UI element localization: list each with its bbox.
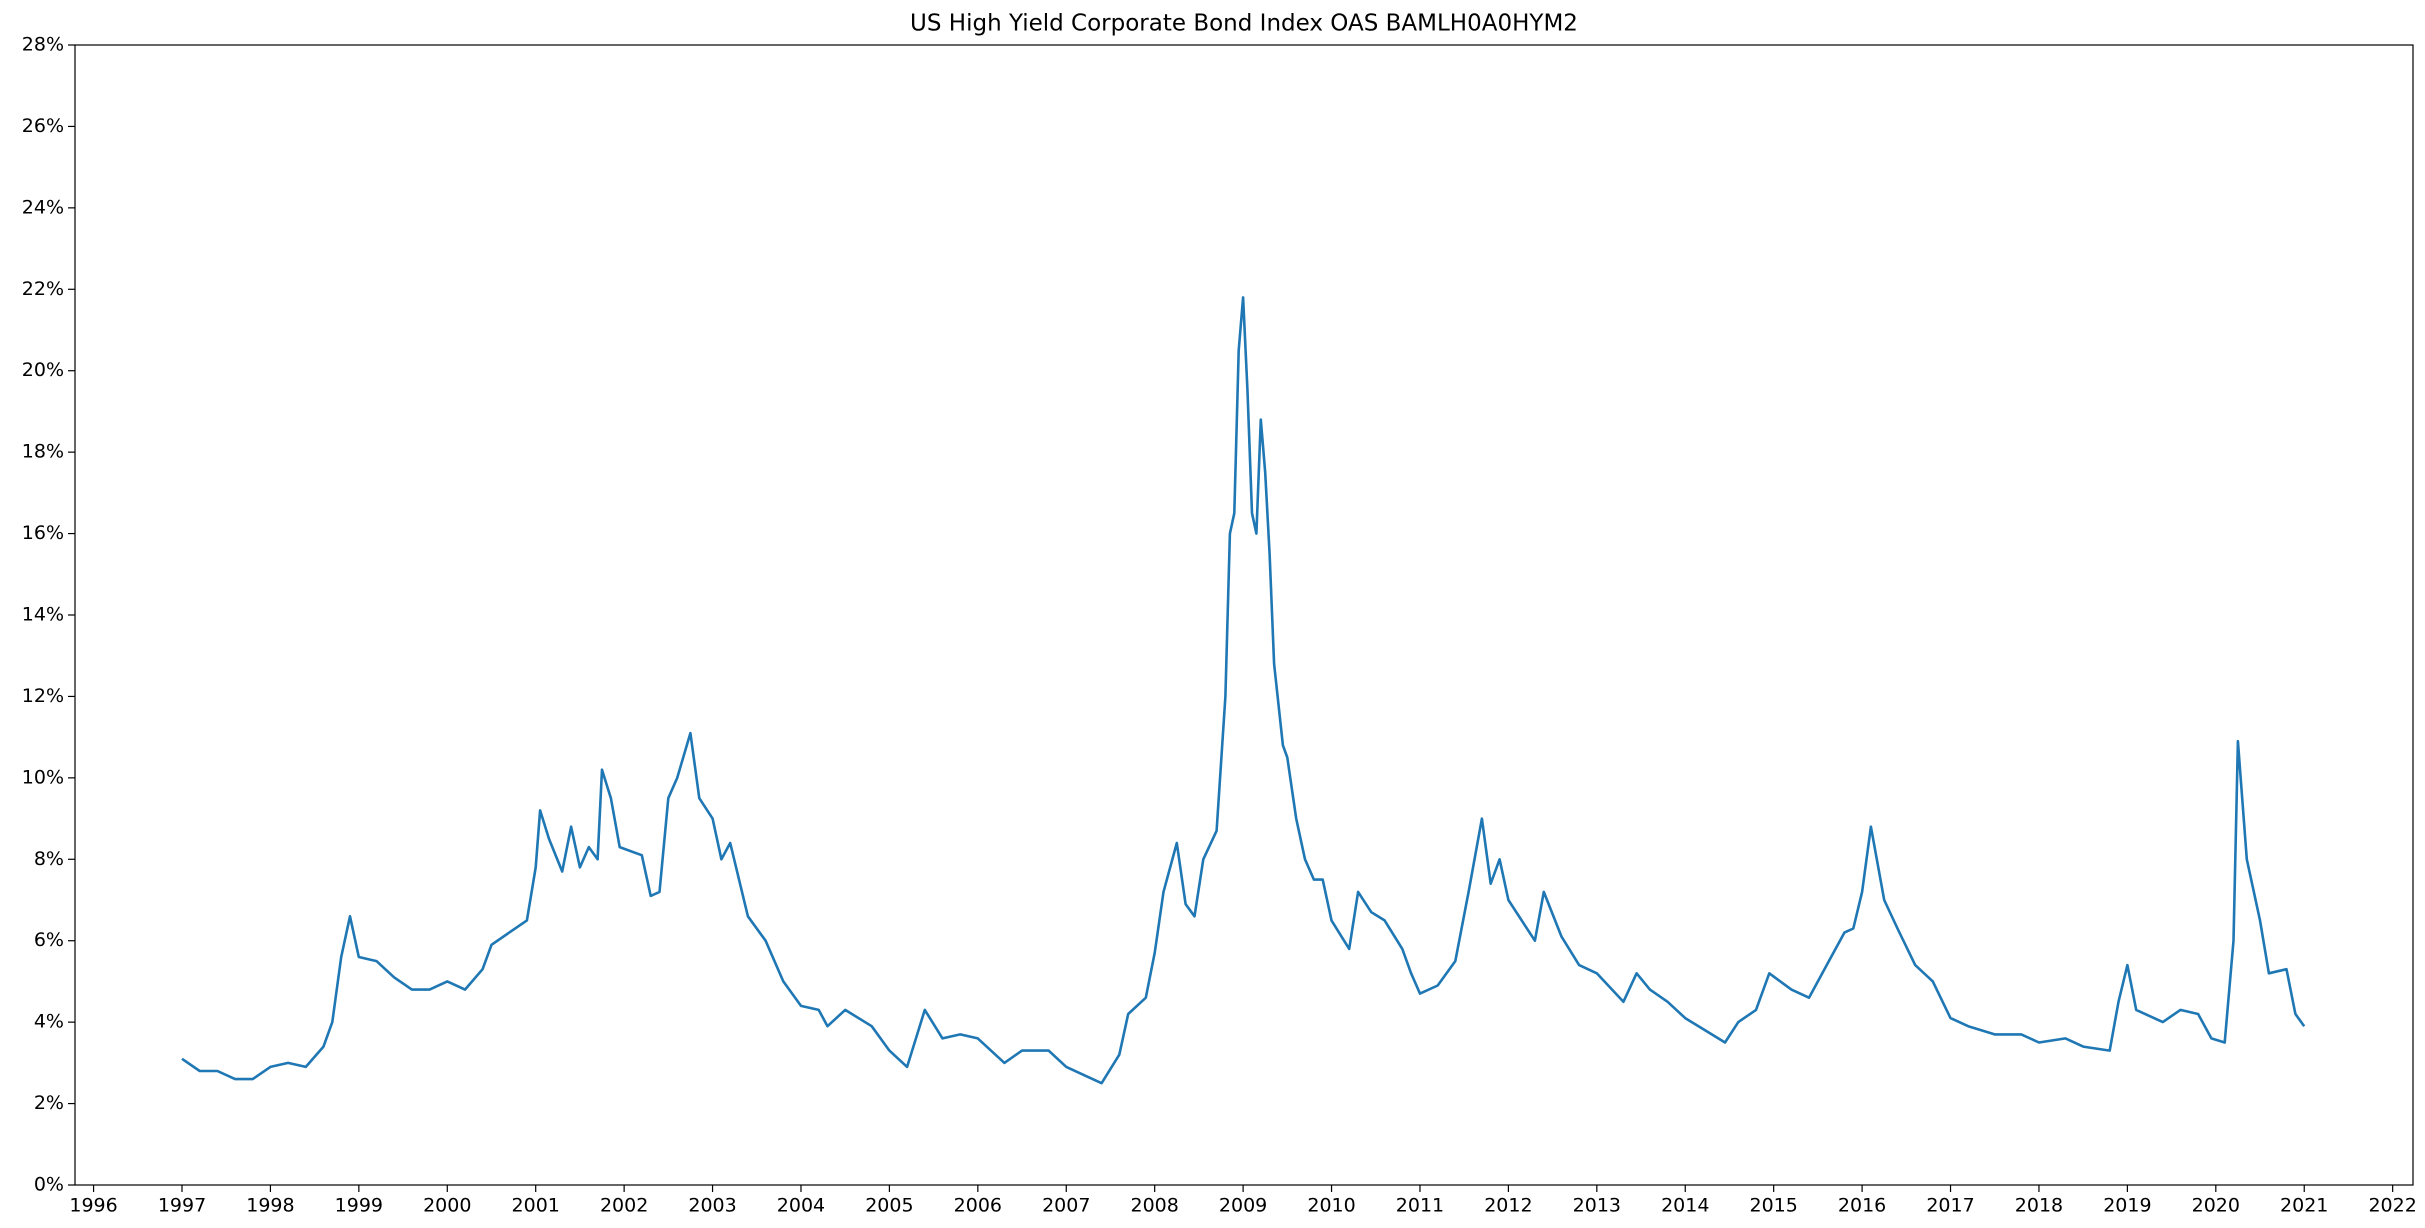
x-tick-label: 2003 bbox=[688, 1195, 736, 1217]
x-tick-label: 2004 bbox=[777, 1195, 825, 1217]
y-tick-label: 14% bbox=[22, 604, 64, 626]
y-tick-label: 24% bbox=[22, 196, 64, 218]
x-tick-label: 2017 bbox=[1926, 1195, 1974, 1217]
x-tick-label: 2014 bbox=[1661, 1195, 1709, 1217]
x-tick-label: 1999 bbox=[335, 1195, 383, 1217]
x-tick-label: 2010 bbox=[1307, 1195, 1355, 1217]
x-tick-label: 1997 bbox=[158, 1195, 206, 1217]
series-line bbox=[181, 296, 2306, 1085]
y-tick-label: 8% bbox=[34, 848, 64, 870]
x-tick-label: 2009 bbox=[1219, 1195, 1267, 1217]
y-tick-label: 0% bbox=[34, 1174, 64, 1196]
x-tick-label: 1998 bbox=[246, 1195, 294, 1217]
y-tick-label: 12% bbox=[22, 685, 64, 707]
y-tick-label: 26% bbox=[22, 115, 64, 137]
x-tick-label: 2012 bbox=[1484, 1195, 1532, 1217]
y-tick-label: 18% bbox=[22, 441, 64, 463]
x-tick-label: 2001 bbox=[512, 1195, 560, 1217]
x-tick-label: 2021 bbox=[2280, 1195, 2328, 1217]
x-tick-label: 2000 bbox=[423, 1195, 471, 1217]
x-tick-label: 2011 bbox=[1396, 1195, 1444, 1217]
x-tick-label: 2019 bbox=[2103, 1195, 2151, 1217]
x-tick-label: 2008 bbox=[1131, 1195, 1179, 1217]
y-tick-label: 16% bbox=[22, 522, 64, 544]
y-tick-label: 4% bbox=[34, 1011, 64, 1033]
y-tick-label: 22% bbox=[22, 278, 64, 300]
x-tick-label: 2005 bbox=[865, 1195, 913, 1217]
y-tick-label: 2% bbox=[34, 1092, 64, 1114]
x-tick-label: 2020 bbox=[2192, 1195, 2240, 1217]
y-tick-label: 6% bbox=[34, 929, 64, 951]
chart-title: US High Yield Corporate Bond Index OAS B… bbox=[910, 11, 1578, 37]
x-tick-label: 2015 bbox=[1749, 1195, 1797, 1217]
x-tick-label: 2007 bbox=[1042, 1195, 1090, 1217]
x-tick-label: 1996 bbox=[69, 1195, 117, 1217]
x-tick-label: 2018 bbox=[2015, 1195, 2063, 1217]
y-tick-label: 28% bbox=[22, 34, 64, 56]
plot-frame bbox=[74, 44, 2414, 1186]
x-tick-label: 2006 bbox=[954, 1195, 1002, 1217]
x-tick-label: 2002 bbox=[600, 1195, 648, 1217]
y-tick-label: 20% bbox=[22, 359, 64, 381]
y-tick-label: 10% bbox=[22, 766, 64, 788]
x-tick-label: 2013 bbox=[1573, 1195, 1621, 1217]
x-tick-label: 2016 bbox=[1838, 1195, 1886, 1217]
x-tick-label: 2022 bbox=[2368, 1195, 2416, 1217]
